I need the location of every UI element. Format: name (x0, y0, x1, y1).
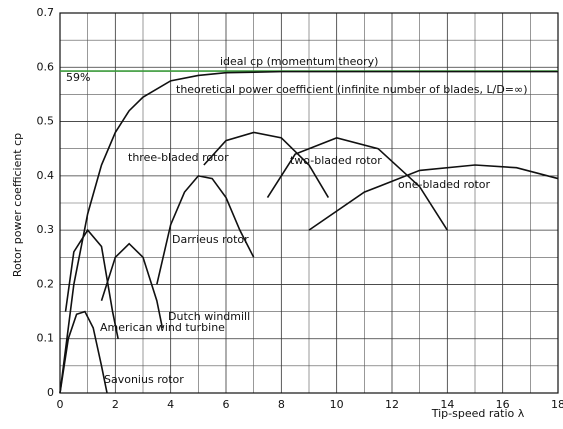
x-tick-label: 4 (167, 398, 174, 411)
curve-label: one-bladed rotor (398, 178, 491, 191)
x-tick-label: 2 (112, 398, 119, 411)
curve-label: ideal cp (momentum theory) (220, 55, 378, 68)
x-tick-label: 16 (496, 398, 510, 411)
curve-label: American wind turbine (100, 321, 225, 334)
y-tick-label: 0.7 (37, 6, 55, 19)
curve-label: Dutch windmill (168, 310, 250, 323)
y-tick-label: 0.3 (37, 223, 55, 236)
x-tick-label: 14 (440, 398, 454, 411)
annotation: 59% (66, 71, 90, 84)
y-tick-label: 0.4 (37, 169, 55, 182)
y-tick-label: 0.1 (37, 332, 55, 345)
series-line (203, 131, 330, 198)
y-tick-label: 0.6 (37, 60, 55, 73)
x-axis-label: Tip-speed ratio λ (431, 407, 525, 420)
plot-frame (59, 12, 559, 394)
y-tick-label: 0 (47, 386, 54, 399)
curve-label: two-bladed rotor (290, 154, 382, 167)
y-axis-label: Rotor power coefficient cp (11, 133, 24, 277)
y-tick-label: 0.5 (37, 115, 55, 128)
series-line (64, 228, 119, 339)
series-line (266, 137, 449, 231)
x-tick-label: 10 (330, 398, 344, 411)
curve-label: theoretical power coefficient (infinite … (176, 83, 527, 96)
x-tick-label: 0 (57, 398, 64, 411)
series-line (59, 70, 558, 394)
x-tick-label: 6 (223, 398, 230, 411)
series-line (59, 310, 108, 394)
series-line (100, 242, 164, 329)
curve-label: Savonius rotor (104, 373, 184, 386)
y-tick-label: 0.2 (37, 277, 55, 290)
x-tick-label: 8 (278, 398, 285, 411)
x-tick-label: 18 (551, 398, 563, 411)
curve-label: Darrieus rotor (172, 233, 249, 246)
series-line (156, 174, 255, 285)
series-line (308, 164, 559, 231)
curve-label: three-bladed rotor (128, 151, 229, 164)
x-tick-label: 12 (385, 398, 399, 411)
